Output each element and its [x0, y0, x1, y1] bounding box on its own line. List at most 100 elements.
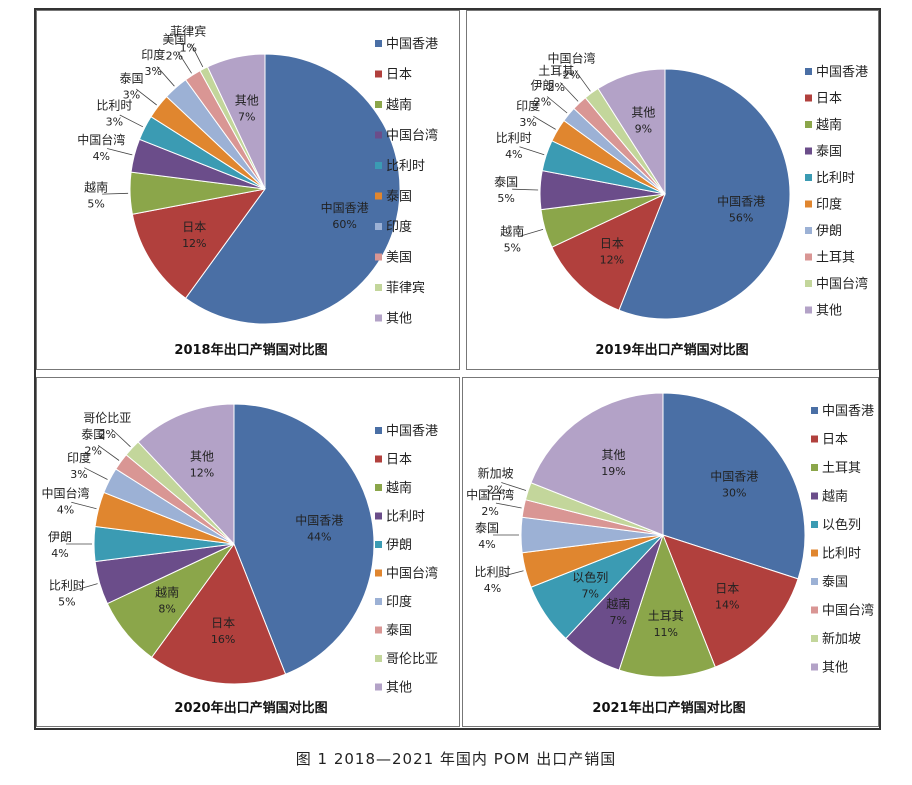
legend-label: 中国台湾: [386, 566, 438, 582]
legend-label: 哥伦比亚: [386, 652, 438, 667]
pie-slice-10: [597, 68, 666, 196]
legend-swatch: [811, 435, 818, 443]
legend-swatch: [375, 284, 382, 291]
legend-label: 日本: [816, 92, 842, 107]
slice-percent-label: 4%: [57, 504, 74, 517]
legend-label: 日本: [386, 453, 412, 468]
slice-percent-label: 2%: [487, 484, 504, 497]
legend-label: 泰国: [816, 145, 842, 160]
slice-label: 中国香港: [717, 194, 765, 209]
figure-caption: 图 1 2018—2021 年国内 POM 出口产销国: [295, 750, 617, 768]
slice-label: 中国香港: [321, 200, 369, 215]
slice-label: 比利时: [496, 131, 532, 145]
slice-label: 日本: [600, 237, 624, 251]
legend-label: 印度: [386, 219, 412, 235]
slice-percent-label: 7%: [238, 110, 255, 123]
pie-slice-1: [184, 53, 401, 325]
leader-line: [111, 428, 131, 448]
slice-percent-label: 9%: [635, 123, 652, 136]
legend-swatch: [375, 484, 382, 491]
leader-line: [519, 146, 545, 156]
slice-label: 中国台湾: [547, 50, 595, 65]
leader-line: [107, 148, 133, 156]
pie-chart-svg: 中国香港 30% 日本 14% 土耳其 11% 越南 7% 以色列 7% 比利时 4% 泰国 4% 中国台湾…: [466, 392, 874, 716]
pie-slice-10: [206, 53, 266, 190]
slice-label: 其他: [601, 448, 625, 462]
legend-swatch: [811, 521, 818, 528]
slice-label: 泰国: [81, 428, 105, 442]
slice-percent-label: 4%: [484, 582, 501, 595]
slice-percent-label: 3%: [70, 468, 87, 481]
slice-percent-label: 4%: [93, 150, 110, 163]
legend-label: 土耳其: [816, 251, 855, 266]
legend-label: 中国台湾: [816, 276, 868, 292]
slice-percent-label: 16%: [211, 633, 235, 646]
legend-swatch: [375, 598, 382, 605]
slice-percent-label: 2%: [547, 81, 564, 94]
pie-slice-10: [530, 392, 664, 536]
legend-swatch: [805, 280, 812, 287]
legend-label: 以色列: [822, 517, 861, 533]
slice-percent-label: 3%: [519, 116, 536, 129]
slice-percent-label: 1%: [180, 41, 197, 54]
legend-swatch: [375, 683, 382, 691]
legend-swatch: [375, 70, 382, 78]
pie-slice-10: [137, 403, 235, 546]
slice-label: 日本: [182, 220, 206, 234]
legend-label: 比利时: [386, 510, 425, 525]
slice-label: 伊朗: [48, 530, 72, 544]
legend-label: 比利时: [822, 547, 861, 562]
leader-line: [156, 66, 175, 87]
legend-label: 土耳其: [822, 461, 861, 476]
legend-swatch: [375, 541, 382, 548]
slice-label: 其他: [190, 449, 214, 463]
chart-panel-2020: 中国香港 44% 日本 16% 越南 8% 比利时 5% 伊朗 4% 中国台湾 4% 印度 3% 泰国 2% 哥…: [36, 377, 460, 727]
slice-percent-label: 30%: [722, 486, 746, 499]
leader-line: [190, 43, 204, 68]
slice-label: 土耳其: [648, 609, 684, 623]
leader-line: [84, 467, 108, 480]
slice-percent-label: 5%: [504, 241, 521, 254]
legend-label: 泰国: [386, 190, 412, 205]
slice-label: 越南: [500, 223, 524, 238]
slice-percent-label: 44%: [307, 531, 331, 544]
legend-swatch: [375, 314, 382, 322]
leader-line: [560, 82, 579, 102]
legend-swatch: [811, 492, 818, 500]
slice-label: 泰国: [494, 175, 518, 189]
slice-percent-label: 12%: [182, 237, 206, 250]
legend-swatch: [375, 626, 382, 634]
slice-percent-label: 3%: [106, 115, 123, 128]
pie-slice-2: [131, 188, 267, 299]
leader-line: [533, 115, 556, 130]
slice-label: 中国台湾: [466, 487, 514, 502]
slice-label: 越南: [84, 179, 108, 194]
legend-label: 印度: [386, 594, 412, 610]
slice-label: 伊朗: [530, 79, 554, 93]
legend-label: 日本: [822, 433, 848, 448]
slice-label: 中国台湾: [41, 486, 89, 501]
legend-label: 中国台湾: [822, 603, 874, 619]
legend-label: 比利时: [386, 159, 425, 174]
legend-label: 中国香港: [816, 65, 868, 80]
leader-line: [177, 51, 192, 74]
legend-label: 其他: [822, 661, 848, 676]
legend-label: 中国香港: [386, 424, 438, 439]
chart-panel-2021: 中国香港 30% 日本 14% 土耳其 11% 越南 7% 以色列 7% 比利时 4% 泰国 4% 中国台湾…: [462, 377, 879, 727]
leader-line: [574, 69, 591, 92]
legend-swatch: [805, 68, 812, 75]
chart-panel-2019: 中国香港 56% 日本 12% 越南 5% 泰国 5% 比利时 4% 印度 3% 伊朗 2% 土耳其 2% 中国…: [466, 10, 879, 370]
legend-swatch: [375, 131, 382, 139]
legend-swatch: [375, 162, 382, 169]
slice-label: 菲律宾: [170, 23, 206, 38]
legend-swatch: [375, 223, 382, 230]
legend-label: 中国香港: [386, 37, 438, 52]
slice-percent-label: 4%: [505, 148, 522, 161]
legend-label: 越南: [822, 489, 848, 505]
legend-label: 其他: [386, 681, 412, 696]
slice-label: 泰国: [475, 521, 499, 535]
legend-label: 伊朗: [816, 224, 842, 239]
legend-label: 其他: [816, 304, 842, 319]
legend-swatch: [805, 306, 812, 314]
legend-swatch: [375, 512, 382, 520]
